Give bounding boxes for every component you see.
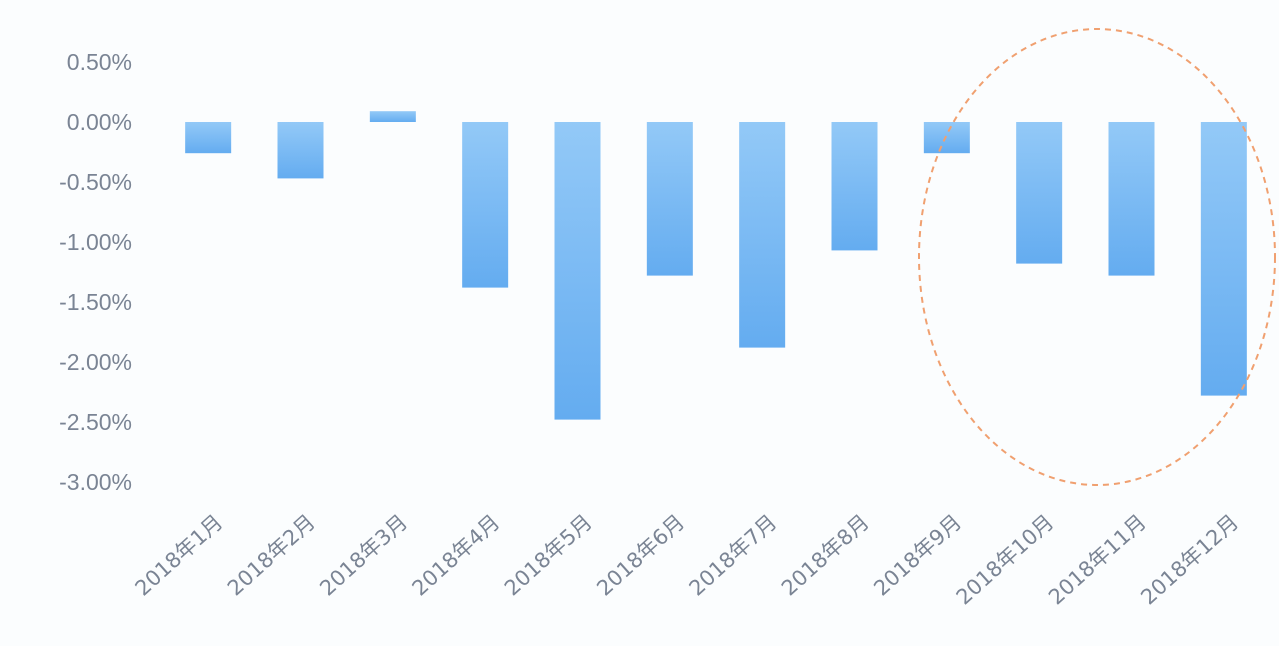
annotation xyxy=(918,28,1276,486)
x-tick-label: 2018年2月 xyxy=(223,510,320,601)
bar-6 xyxy=(646,122,693,276)
x-tick-label: 2018年1月 xyxy=(131,510,228,601)
x-tick-label: 2018年5月 xyxy=(500,510,597,601)
y-tick-label: -0.50% xyxy=(59,169,132,195)
bar-10 xyxy=(1016,122,1063,264)
bar-1 xyxy=(185,122,232,154)
bar-4 xyxy=(462,122,509,288)
x-tick-label: 2018年10月 xyxy=(952,510,1059,610)
y-tick-label: -2.00% xyxy=(59,349,132,375)
y-tick-label: -2.50% xyxy=(59,409,132,435)
y-tick-label: -1.50% xyxy=(59,289,132,315)
x-tick-label: 2018年6月 xyxy=(592,510,689,601)
y-tick-label: 0.50% xyxy=(67,49,132,75)
bar-5 xyxy=(554,122,601,420)
x-tick-label: 2018年9月 xyxy=(869,510,966,601)
y-tick-label: 0.00% xyxy=(67,109,132,135)
y-tick-label: -3.00% xyxy=(59,469,132,495)
x-tick-label: 2018年11月 xyxy=(1044,510,1151,610)
bars xyxy=(185,111,1247,420)
x-tick-label: 2018年7月 xyxy=(685,510,782,601)
y-axis: 0.50% 0.00% -0.50% -1.00% -1.50% -2.00% -2.50%… xyxy=(59,49,132,495)
y-tick-label: -1.00% xyxy=(59,229,132,255)
highlight-ellipse xyxy=(918,28,1276,486)
x-tick-label: 2018年12月 xyxy=(1136,510,1243,610)
bar-3 xyxy=(369,111,416,122)
bar-7 xyxy=(739,122,786,348)
bar-9 xyxy=(923,122,970,154)
bar-11 xyxy=(1108,122,1155,276)
x-tick-label: 2018年8月 xyxy=(777,510,874,601)
x-tick-label: 2018年4月 xyxy=(408,510,505,601)
bar-8 xyxy=(831,122,878,251)
x-axis: 2018年1月2018年2月2018年3月2018年4月2018年5月2018年… xyxy=(131,510,1244,610)
bar-2 xyxy=(277,122,324,179)
x-tick-label: 2018年3月 xyxy=(315,510,412,601)
bar-12 xyxy=(1200,122,1247,396)
